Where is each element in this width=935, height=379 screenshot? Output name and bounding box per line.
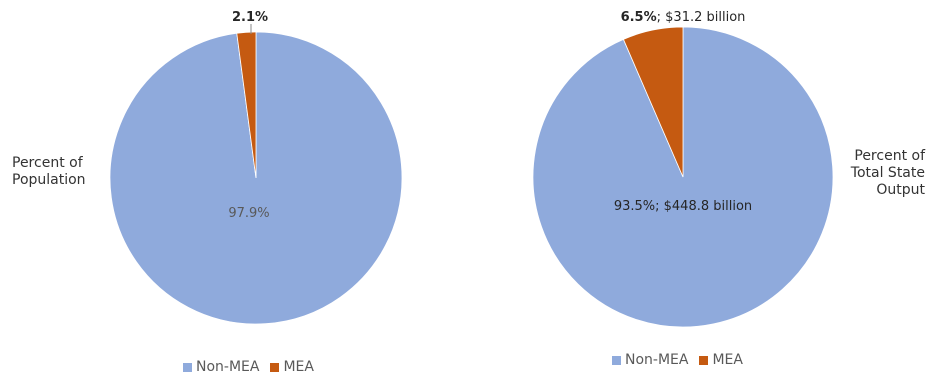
legend-item-non-mea: Non-MEA (612, 352, 688, 368)
legend-label: MEA (712, 352, 743, 368)
side-label-line: Total State (850, 165, 925, 181)
pie-slice-non-mea (532, 26, 834, 328)
population-pie-svg: 97.9% 2.1% (109, 10, 403, 325)
side-label-line: Percent of (854, 148, 925, 164)
data-label-mea: 6.5%; $31.2 billion (621, 10, 746, 25)
pie-slice-mea (622, 26, 684, 178)
population-side-label: Percent of Population (12, 155, 86, 189)
legend-item-mea: MEA (270, 359, 314, 375)
side-label-line: Population (12, 172, 86, 188)
legend-label: MEA (283, 359, 314, 375)
data-label-non-mea: 93.5%; $448.8 billion (614, 199, 752, 214)
output-pie-svg: 93.5%; $448.8 billion 6.5%; $31.2 billion (532, 10, 834, 328)
legend-swatch-non-mea (183, 362, 192, 372)
data-label-mea: 2.1% (232, 10, 268, 25)
pie-slice-mea (236, 31, 257, 179)
side-label-line: Output (876, 182, 925, 198)
population-legend: Non-MEA MEA (183, 359, 320, 375)
legend-swatch-non-mea (612, 355, 621, 365)
legend-label: Non-MEA (625, 352, 689, 368)
population-pie-chart: 97.9% 2.1% Percent of Population Non-MEA … (0, 0, 450, 379)
legend-label: Non-MEA (196, 359, 260, 375)
legend-item-mea: MEA (699, 352, 743, 368)
output-legend: Non-MEA MEA (612, 352, 749, 368)
legend-swatch-mea (270, 362, 280, 372)
legend-item-non-mea: Non-MEA (183, 359, 259, 375)
output-side-label: Percent of Total State Output (851, 148, 925, 199)
side-label-line: Percent of (12, 155, 83, 171)
data-label-non-mea: 97.9% (228, 206, 269, 221)
legend-swatch-mea (699, 355, 709, 365)
output-pie-chart: 93.5%; $448.8 billion 6.5%; $31.2 billion… (450, 0, 935, 379)
